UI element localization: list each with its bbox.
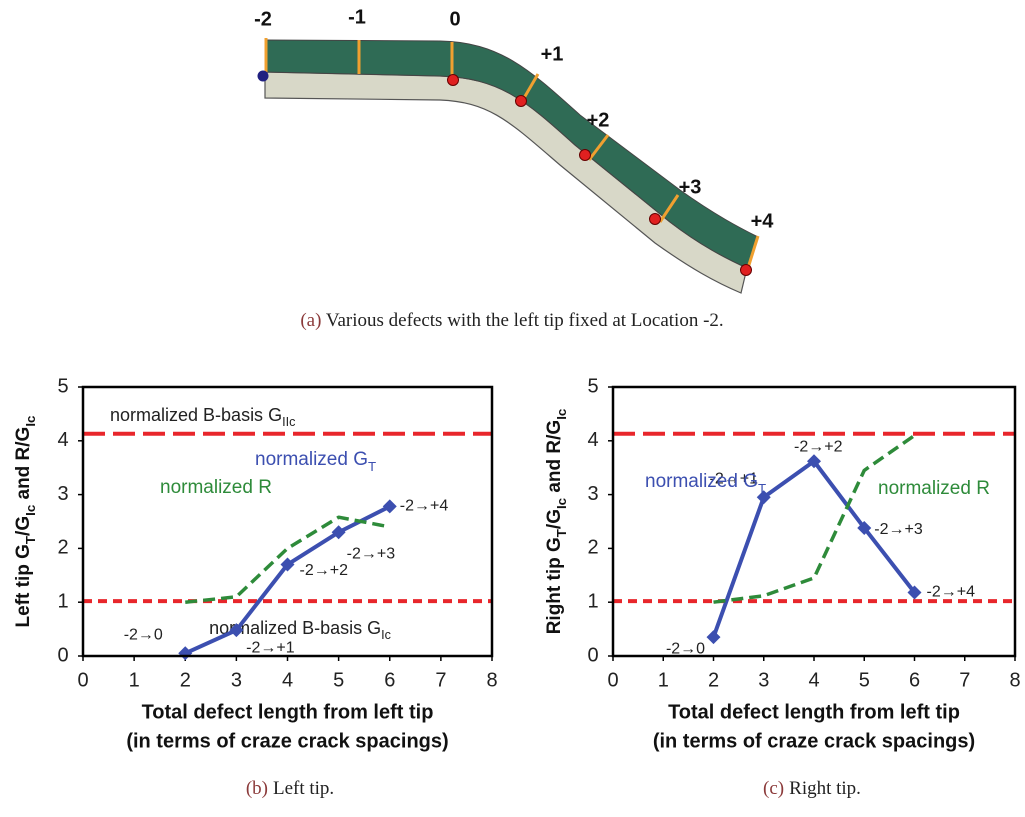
x-tick-label: 5 — [333, 669, 344, 691]
x-tick-label: 7 — [435, 669, 446, 691]
point-label: -2→+4 — [927, 584, 976, 601]
y-tick-label: 5 — [587, 375, 598, 397]
subscript: IIc — [282, 415, 295, 429]
marker — [178, 646, 192, 660]
caption-tag: (c) — [763, 778, 784, 799]
point-label: -2→+1 — [246, 639, 295, 656]
caption-text: Right tip. — [789, 778, 861, 799]
series-label: normalized R — [160, 477, 272, 498]
point-label: -2→+2 — [794, 438, 843, 455]
point-label: -2→+3 — [874, 521, 923, 538]
caption: (a) Various defects with the left tip fi… — [300, 310, 723, 331]
location-label: +4 — [751, 210, 775, 232]
subscript: T — [368, 459, 376, 474]
location-label: 0 — [449, 8, 460, 30]
series-label: normalized GT — [645, 471, 766, 496]
y-axis-label: Left tip GT/GIc and R/GIc — [13, 416, 38, 628]
figure: -2 -1 0 +1 +2 +3 +4 (a) Various defects … — [0, 0, 1025, 812]
text-part: Left tip G — [13, 544, 34, 627]
x-tick-label: 1 — [658, 669, 669, 691]
text-part: normalized B-basis G — [110, 405, 282, 425]
x-tick-label: 4 — [282, 669, 293, 691]
location-label: +3 — [679, 176, 702, 198]
x-tick-label: 8 — [1009, 669, 1020, 691]
y-tick-label: 4 — [587, 429, 598, 451]
subscript: T — [554, 529, 569, 537]
y-tick-label: 2 — [587, 537, 598, 559]
y-tick-label: 4 — [57, 429, 68, 451]
marker — [707, 630, 721, 644]
location-label: +2 — [587, 109, 610, 131]
text-part: normalized G — [255, 449, 368, 470]
caption-text: Left tip. — [273, 778, 334, 799]
caption-tag: (b) — [246, 778, 268, 799]
point-label: -2→0 — [124, 627, 163, 644]
x-axis-label: (in terms of craze crack spacings) — [653, 730, 975, 752]
point-label: -2→+2 — [300, 562, 349, 579]
location-label: -1 — [348, 6, 366, 28]
text-part: normalized R — [878, 478, 990, 499]
subscript: T — [758, 481, 766, 496]
x-tick-label: 2 — [180, 669, 191, 691]
subscript: Ic — [23, 416, 38, 427]
text-part: /G — [544, 509, 565, 529]
text-part: /G — [13, 516, 34, 536]
subscript: Ic — [23, 505, 38, 516]
x-tick-label: 3 — [758, 669, 769, 691]
caption: (c)Right tip. — [763, 778, 861, 799]
x-axis-label: (in terms of craze crack spacings) — [126, 730, 448, 752]
y-tick-label: 3 — [587, 483, 598, 505]
y-tick-label: 1 — [57, 590, 68, 612]
point-label: -2→+3 — [347, 545, 396, 562]
y-tick-label: 0 — [587, 644, 598, 666]
marker — [383, 499, 397, 513]
x-tick-label: 4 — [808, 669, 819, 691]
x-tick-label: 6 — [909, 669, 920, 691]
location-label: +1 — [541, 43, 564, 65]
y-tick-label: 1 — [587, 590, 598, 612]
x-tick-label: 1 — [129, 669, 140, 691]
subscript: Ic — [554, 409, 569, 420]
y-tick-label: 0 — [57, 644, 68, 666]
x-tick-label: 5 — [859, 669, 870, 691]
beam-diagram: -2 -1 0 +1 +2 +3 +4 (a) Various defects … — [254, 6, 774, 331]
reference-label: normalized B-basis GIIc — [110, 405, 295, 430]
series-label: normalized GT — [255, 449, 376, 474]
y-tick-label: 5 — [57, 375, 68, 397]
text-part: normalized G — [645, 471, 758, 492]
text-part: normalized R — [160, 477, 272, 498]
x-tick-label: 0 — [77, 669, 88, 691]
x-tick-label: 8 — [486, 669, 497, 691]
y-axis-label: Right tip GT/GIc and R/GIc — [544, 409, 569, 635]
y-tick-label: 2 — [57, 537, 68, 559]
subscript: Ic — [381, 628, 391, 642]
caption-text: Various defects with the left tip fixed … — [326, 310, 724, 331]
point-label: -2→+4 — [400, 498, 449, 515]
subscript: Ic — [554, 498, 569, 509]
x-tick-label: 0 — [607, 669, 618, 691]
y-tick-label: 3 — [57, 483, 68, 505]
text-part: and R/G — [544, 420, 565, 498]
caption: (b)Left tip. — [246, 778, 334, 799]
text-part: Right tip G — [544, 537, 565, 634]
x-tick-label: 7 — [959, 669, 970, 691]
text-part: and R/G — [13, 427, 34, 505]
x-tick-label: 3 — [231, 669, 242, 691]
series-label: normalized R — [878, 478, 990, 499]
left-tip — [258, 71, 269, 82]
x-tick-label: 6 — [384, 669, 395, 691]
location-label: -2 — [254, 8, 272, 30]
x-axis-label: Total defect length from left tip — [142, 701, 434, 723]
caption-tag: (a) — [300, 310, 321, 331]
subscript: T — [23, 536, 38, 544]
x-axis-label: Total defect length from left tip — [668, 701, 960, 723]
x-tick-label: 2 — [708, 669, 719, 691]
plot-frame — [613, 387, 1015, 656]
substrate — [265, 72, 747, 293]
